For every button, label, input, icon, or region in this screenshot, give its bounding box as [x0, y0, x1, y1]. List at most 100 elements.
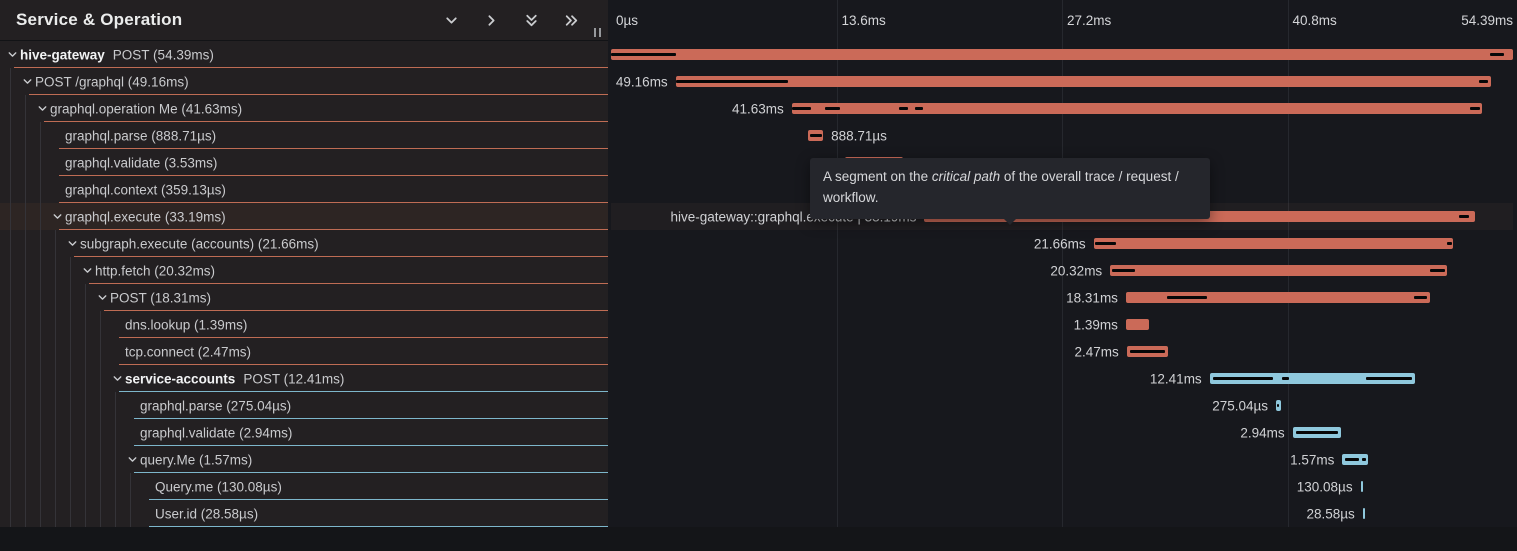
span-bar[interactable] [1342, 454, 1369, 465]
chevron-down-icon[interactable] [443, 12, 460, 29]
critical-path-segment[interactable] [1414, 296, 1427, 299]
critical-path-segment[interactable] [1212, 377, 1274, 380]
chevron-down-icon[interactable] [51, 210, 65, 224]
critical-path-segment[interactable] [1111, 269, 1136, 272]
span-bar[interactable] [1125, 292, 1430, 303]
double-chevron-down-icon[interactable] [523, 12, 540, 29]
chevron-right-icon[interactable] [483, 12, 500, 29]
span-timeline-row[interactable]: 49.16ms [611, 68, 1513, 95]
span-timeline-row[interactable]: 130.08µs [611, 473, 1513, 500]
span-timeline-row[interactable] [611, 41, 1513, 68]
critical-path-segment[interactable] [898, 107, 908, 110]
chevron-down-icon[interactable] [96, 291, 110, 305]
span-timeline-row[interactable]: 41.63ms [611, 95, 1513, 122]
operation-name: graphql.parse (275.04µs) [140, 398, 292, 413]
span-bar[interactable] [1110, 265, 1448, 276]
critical-path-segment[interactable] [1430, 269, 1446, 272]
span-tree-row[interactable]: graphql.validate (3.53ms) [0, 149, 608, 176]
indent-guide [55, 365, 56, 392]
chevron-down-icon[interactable] [36, 102, 50, 116]
operation-name: POST (12.41ms) [243, 371, 345, 386]
timeline-tick-label: 40.8ms [1292, 13, 1337, 28]
indent-guide [70, 392, 71, 419]
critical-path-segment[interactable] [1095, 242, 1116, 245]
span-tree-row[interactable]: Query.me (130.08µs) [0, 473, 608, 500]
span-bar[interactable] [791, 103, 1483, 114]
critical-path-segment[interactable] [1281, 377, 1289, 380]
chevron-down-icon[interactable] [21, 75, 35, 89]
critical-path-segment[interactable] [1447, 242, 1453, 245]
span-bar[interactable] [1125, 319, 1149, 330]
span-tree-row[interactable]: subgraph.execute (accounts) (21.66ms) [0, 230, 608, 257]
critical-path-segment[interactable] [809, 134, 822, 137]
span-timeline-row[interactable]: 2.94ms [611, 419, 1513, 446]
span-timeline-row[interactable]: 28.58µs [611, 500, 1513, 527]
indent-guide [70, 365, 71, 392]
span-timeline-row[interactable]: 1.39ms [611, 311, 1513, 338]
span-bar[interactable] [1209, 373, 1416, 384]
span-timeline-row[interactable]: 275.04µs [611, 392, 1513, 419]
critical-path-segment[interactable] [1129, 350, 1165, 353]
span-timeline-row[interactable]: 21.66ms [611, 230, 1513, 257]
critical-path-segment[interactable] [791, 107, 812, 110]
chevron-down-icon[interactable] [126, 453, 140, 467]
span-bar[interactable] [1292, 427, 1342, 438]
critical-path-segment[interactable] [1459, 215, 1470, 218]
span-tree-row[interactable]: graphql.context (359.13µs) [0, 176, 608, 203]
span-label: graphql.operation Me (41.63ms) [50, 101, 242, 116]
critical-path-segment[interactable] [1469, 107, 1481, 110]
span-duration-label: 888.71µs [831, 128, 887, 143]
span-tree-row[interactable]: graphql.parse (888.71µs) [0, 122, 608, 149]
double-chevron-right-icon[interactable] [563, 12, 580, 29]
span-tree-row[interactable]: query.Me (1.57ms) [0, 446, 608, 473]
span-tree-row[interactable]: dns.lookup (1.39ms) [0, 311, 608, 338]
critical-path-segment[interactable] [1295, 431, 1339, 434]
chevron-down-icon[interactable] [66, 237, 80, 251]
span-tree-row[interactable]: POST /graphql (49.16ms) [0, 68, 608, 95]
span-tree-row[interactable]: graphql.operation Me (41.63ms) [0, 95, 608, 122]
chevron-down-icon[interactable] [6, 48, 20, 62]
span-timeline-row[interactable]: 2.47ms [611, 338, 1513, 365]
chevron-down-icon[interactable] [111, 372, 125, 386]
span-duration-label: 28.58µs [1306, 506, 1355, 521]
span-label: hive-gateway POST (54.39ms) [20, 47, 214, 62]
span-timeline-row[interactable]: 18.31ms [611, 284, 1513, 311]
critical-path-segment[interactable] [1166, 296, 1208, 299]
span-tree-row[interactable]: POST (18.31ms) [0, 284, 608, 311]
span-timeline-row[interactable]: 20.32ms [611, 257, 1513, 284]
span-tree-row[interactable]: graphql.execute (33.19ms) [0, 203, 608, 230]
critical-path-segment[interactable] [611, 53, 676, 56]
timeline-tick-label: 27.2ms [1067, 13, 1112, 28]
span-bar[interactable] [1126, 346, 1168, 357]
critical-path-segment[interactable] [914, 107, 923, 110]
span-tree-row[interactable]: service-accounts POST (12.41ms) [0, 365, 608, 392]
span-bar[interactable] [1360, 481, 1363, 492]
span-bar[interactable] [808, 130, 824, 141]
span-bar[interactable] [1276, 400, 1281, 411]
span-tree-row[interactable]: graphql.parse (275.04µs) [0, 392, 608, 419]
span-timeline-row[interactable]: 12.41ms [611, 365, 1513, 392]
span-tree-row[interactable]: tcp.connect (2.47ms) [0, 338, 608, 365]
span-tree-row[interactable]: User.id (28.58µs) [0, 500, 608, 527]
span-tree-row[interactable]: graphql.validate (2.94ms) [0, 419, 608, 446]
panel-resize-grip[interactable] [594, 28, 601, 37]
critical-path-segment[interactable] [1366, 377, 1413, 380]
critical-path-segment[interactable] [1345, 458, 1359, 461]
critical-path-segment[interactable] [1490, 53, 1504, 56]
span-bar[interactable] [1093, 238, 1453, 249]
indent-guide [10, 284, 11, 311]
span-bar[interactable] [1362, 508, 1365, 519]
operation-name: dns.lookup (1.39ms) [125, 317, 248, 332]
span-tree-row[interactable]: http.fetch (20.32ms) [0, 257, 608, 284]
critical-path-segment[interactable] [675, 80, 789, 83]
chevron-down-icon[interactable] [81, 264, 95, 278]
critical-path-segment[interactable] [1277, 404, 1280, 407]
span-bar[interactable] [611, 49, 1513, 60]
span-timeline-row[interactable]: 1.57ms [611, 446, 1513, 473]
span-timeline-row[interactable]: 888.71µs [611, 122, 1513, 149]
span-tree-row[interactable]: hive-gateway POST (54.39ms) [0, 41, 608, 68]
critical-path-segment[interactable] [1361, 458, 1366, 461]
critical-path-segment[interactable] [824, 107, 841, 110]
critical-path-segment[interactable] [1478, 80, 1489, 83]
span-bar[interactable] [675, 76, 1491, 87]
